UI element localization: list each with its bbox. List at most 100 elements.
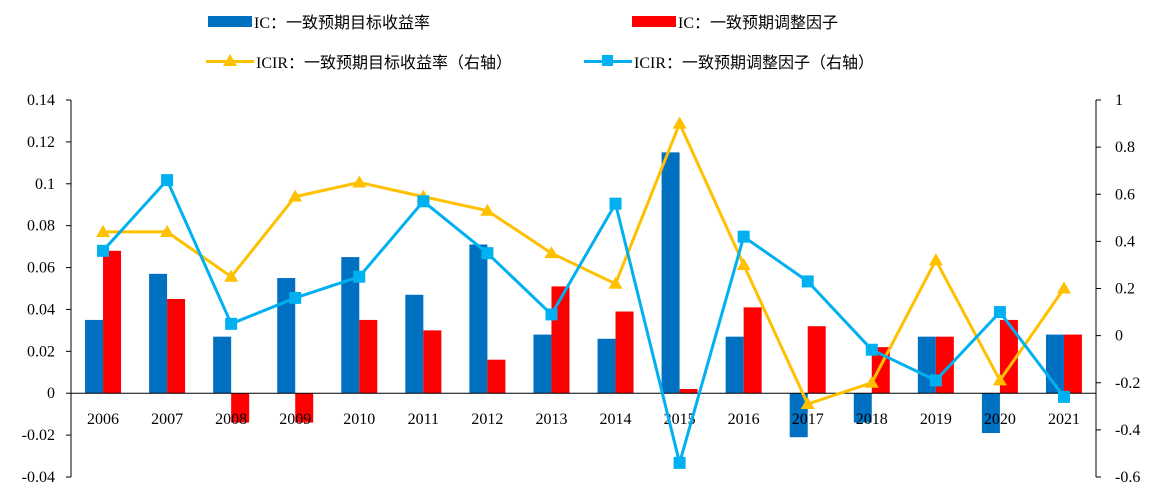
bar-ic-target: [405, 294, 424, 394]
bar-ic-adjust: [359, 319, 378, 394]
point-icir-target: [864, 375, 879, 388]
bar-ic-adjust: [615, 311, 634, 394]
y-tick-label: 0: [47, 385, 55, 402]
point-icir-adjust: [97, 244, 110, 257]
bar-ic-target: [725, 336, 744, 394]
point-icir-target: [160, 224, 175, 237]
triangle-marker-icon: [223, 54, 237, 66]
y2-tick-label: 0.6: [1115, 186, 1135, 203]
point-icir-adjust: [1057, 390, 1070, 403]
x-tick-label: 2006: [87, 411, 119, 428]
legend-swatch-ic-target: [208, 15, 252, 27]
x-tick-label: 2013: [535, 411, 567, 428]
bar-ic-target: [981, 393, 1000, 434]
point-icir-adjust: [481, 247, 494, 260]
bar-ic-adjust: [487, 359, 506, 394]
bar-ic-adjust: [295, 393, 314, 423]
x-tick-label: 2015: [664, 411, 696, 428]
y2-tick-label: -0.6: [1115, 469, 1140, 486]
square-marker-icon: [602, 55, 613, 66]
point-icir-target: [608, 276, 623, 289]
bar-ic-adjust: [679, 389, 698, 394]
line-icir-adjust: [101, 178, 1066, 465]
x-tick-label: 2014: [600, 411, 632, 428]
legend-label-ic-adjust: IC：一致预期调整因子: [678, 15, 839, 32]
point-icir-adjust: [609, 197, 622, 210]
point-icir-adjust: [161, 174, 174, 187]
y-tick-label: 0.12: [27, 134, 55, 151]
y2-tick-label: 0: [1115, 328, 1123, 345]
y2-tick-label: 0.4: [1115, 233, 1135, 250]
point-icir-target: [928, 253, 943, 266]
bar-ic-adjust: [1063, 334, 1082, 394]
x-tick-label: 2018: [856, 411, 888, 428]
y2-tick-label: 0.2: [1115, 281, 1135, 298]
bar-ic-target: [85, 319, 104, 394]
point-icir-target: [800, 396, 815, 409]
bar-ic-target: [469, 244, 488, 394]
bar-ic-target: [277, 278, 296, 394]
point-icir-adjust: [673, 456, 686, 469]
y2-tick-label: -0.4: [1115, 422, 1140, 439]
point-icir-adjust: [865, 343, 878, 356]
x-tick-label: 2020: [984, 411, 1016, 428]
y2-tick-label: 0.8: [1115, 139, 1135, 156]
bar-ic-adjust: [807, 326, 826, 394]
y-tick-label: 0.04: [27, 301, 55, 318]
point-icir-target: [672, 116, 687, 129]
x-tick-label: 2011: [408, 411, 439, 428]
x-tick-label: 2016: [728, 411, 760, 428]
x-tick-label: 2007: [151, 411, 183, 428]
point-icir-target: [96, 224, 111, 237]
point-icir-adjust: [289, 291, 302, 304]
point-icir-target: [544, 246, 559, 259]
point-icir-adjust: [417, 195, 430, 208]
x-tick-label: 2012: [471, 411, 503, 428]
y-tick-label: 0.1: [35, 176, 55, 193]
point-icir-adjust: [737, 230, 750, 243]
bar-ic-target: [341, 257, 360, 394]
x-tick-label: 2010: [343, 411, 375, 428]
bar-ic-target: [533, 334, 552, 394]
point-icir-target: [288, 189, 303, 202]
bar-ic-target: [149, 273, 168, 394]
point-icir-target: [992, 373, 1007, 386]
point-icir-target: [1056, 281, 1071, 294]
bar-ic-adjust: [231, 393, 250, 423]
point-icir-adjust: [545, 308, 558, 321]
bar-ic-adjust: [423, 330, 442, 394]
point-icir-adjust: [225, 317, 238, 330]
point-icir-target: [480, 203, 495, 216]
y-tick-label: -0.04: [22, 469, 55, 486]
x-tick-label: 2009: [279, 411, 311, 428]
point-icir-adjust: [801, 275, 814, 288]
bar-ic-target: [789, 393, 808, 438]
bar-ic-target: [853, 393, 872, 423]
x-tick-label: 2019: [920, 411, 952, 428]
point-icir-adjust: [929, 374, 942, 387]
legend-label-icir-target: ICIR：一致预期目标收益率（右轴）: [256, 55, 513, 72]
legend-row-2: ICIR：一致预期目标收益率（右轴） ICIR：一致预期调整因子（右轴）: [206, 49, 874, 73]
point-icir-target: [352, 175, 367, 188]
point-icir-adjust: [993, 306, 1006, 319]
bar-ic-adjust: [167, 298, 186, 394]
legend-swatch-icir-target: [206, 54, 254, 68]
x-tick-label: 2021: [1048, 411, 1080, 428]
point-icir-target: [224, 269, 239, 282]
bar-ic-target: [213, 336, 232, 394]
y-tick-label: 0.06: [27, 260, 55, 277]
legend-swatch-ic-adjust: [632, 15, 676, 27]
legend-label-ic-target: IC：一致预期目标收益率: [254, 15, 431, 32]
line-icir-target: [103, 122, 1066, 406]
x-tick-label: 2008: [215, 411, 247, 428]
legend-row-1: IC：一致预期目标收益率 IC：一致预期调整因子: [208, 9, 838, 33]
y2-tick-label: 1: [1115, 92, 1123, 109]
legend-swatch-icir-adjust: [584, 54, 632, 68]
bar-ic-target: [597, 338, 616, 394]
legend-label-icir-adjust: ICIR：一致预期调整因子（右轴）: [634, 55, 875, 72]
point-icir-target: [736, 257, 751, 270]
bar-ic-target: [661, 152, 680, 394]
y-tick-label: -0.02: [22, 427, 55, 444]
bar-ic-adjust: [551, 286, 570, 394]
